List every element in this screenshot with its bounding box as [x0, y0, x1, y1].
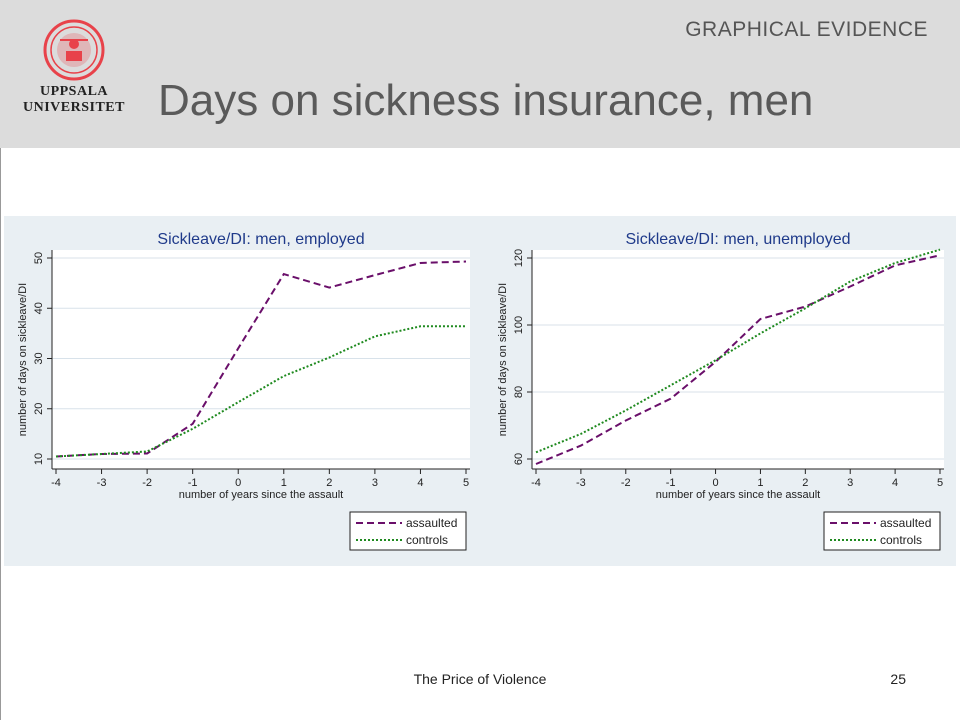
footer-text: The Price of Violence: [413, 671, 547, 687]
x-tick-label: -3: [97, 477, 107, 489]
x-tick-label: 2: [326, 477, 332, 489]
y-tick-label: 30: [33, 352, 45, 364]
x-tick-label: 4: [417, 477, 423, 489]
university-seal-icon: [43, 19, 105, 81]
left-divider: [0, 148, 1, 720]
legend-box: [823, 511, 941, 551]
x-tick-label: 3: [372, 477, 378, 489]
x-tick-label: 3: [847, 477, 853, 489]
y-tick-label: 20: [33, 403, 45, 415]
x-tick-label: -4: [51, 477, 61, 489]
x-tick-label: -1: [188, 477, 198, 489]
x-tick-label: -2: [621, 477, 631, 489]
plot-area: [52, 250, 470, 469]
y-tick-label: 120: [513, 249, 525, 267]
chart-title: Sickleave/DI: men, employed: [157, 231, 364, 248]
chart-unemployed: Sickleave/DI: men, unemployed6080100120-…: [497, 231, 944, 551]
university-name: UPPSALA UNIVERSITET: [23, 84, 125, 115]
x-tick-label: 5: [937, 477, 943, 489]
slide-header: UPPSALA UNIVERSITET GRAPHICAL EVIDENCE D…: [0, 0, 960, 148]
x-tick-label: 2: [802, 477, 808, 489]
y-tick-label: 50: [33, 252, 45, 264]
legend: assaulted controls: [349, 511, 467, 551]
x-tick-label: 0: [235, 477, 241, 489]
x-tick-label: 1: [281, 477, 287, 489]
x-tick-label: -4: [531, 477, 541, 489]
x-axis-label: number of years since the assault: [656, 489, 820, 501]
y-tick-label: 40: [33, 302, 45, 314]
x-tick-label: 4: [892, 477, 898, 489]
x-tick-label: 1: [757, 477, 763, 489]
y-axis-label: number of days on sickleave/DI: [17, 283, 29, 436]
x-tick-label: -3: [576, 477, 586, 489]
x-tick-label: 0: [712, 477, 718, 489]
x-tick-label: -2: [142, 477, 152, 489]
chart-title: Sickleave/DI: men, unemployed: [626, 231, 851, 248]
series-line-controls: [55, 325, 466, 458]
x-axis-label: number of years since the assault: [179, 489, 343, 501]
chart-figure: Sickleave/DI: men, employed 10 20 30 40 50 -4-…: [4, 216, 956, 566]
y-tick-label: 60: [513, 453, 525, 465]
y-tick-label: 100: [513, 316, 525, 334]
legend-label-assaulted: assaulted: [406, 516, 457, 530]
legend: assaulted controls: [823, 511, 941, 551]
y-tick-label: 80: [513, 386, 525, 398]
x-tick-label: 5: [463, 477, 469, 489]
series-line-assaulted: [535, 254, 941, 465]
legend-box: [349, 511, 467, 551]
slide-title: Days on sickness insurance, men: [158, 76, 814, 125]
y-axis-label: number of days on sickleave/DI: [497, 283, 509, 436]
x-tick-label: -1: [666, 477, 676, 489]
uppsala-university-logo: UPPSALA UNIVERSITET: [20, 18, 128, 128]
legend-label-controls: controls: [406, 533, 448, 547]
y-tick-label: 10: [33, 453, 45, 465]
section-label: GRAPHICAL EVIDENCE: [685, 18, 928, 41]
chart-employed: Sickleave/DI: men, employed1020304050-4-…: [17, 231, 470, 551]
legend-label-controls: controls: [880, 533, 922, 547]
series-line-controls: [535, 248, 941, 454]
legend-label-assaulted: assaulted: [880, 516, 931, 530]
page-number: 25: [890, 671, 906, 687]
plot-area: [532, 250, 944, 469]
